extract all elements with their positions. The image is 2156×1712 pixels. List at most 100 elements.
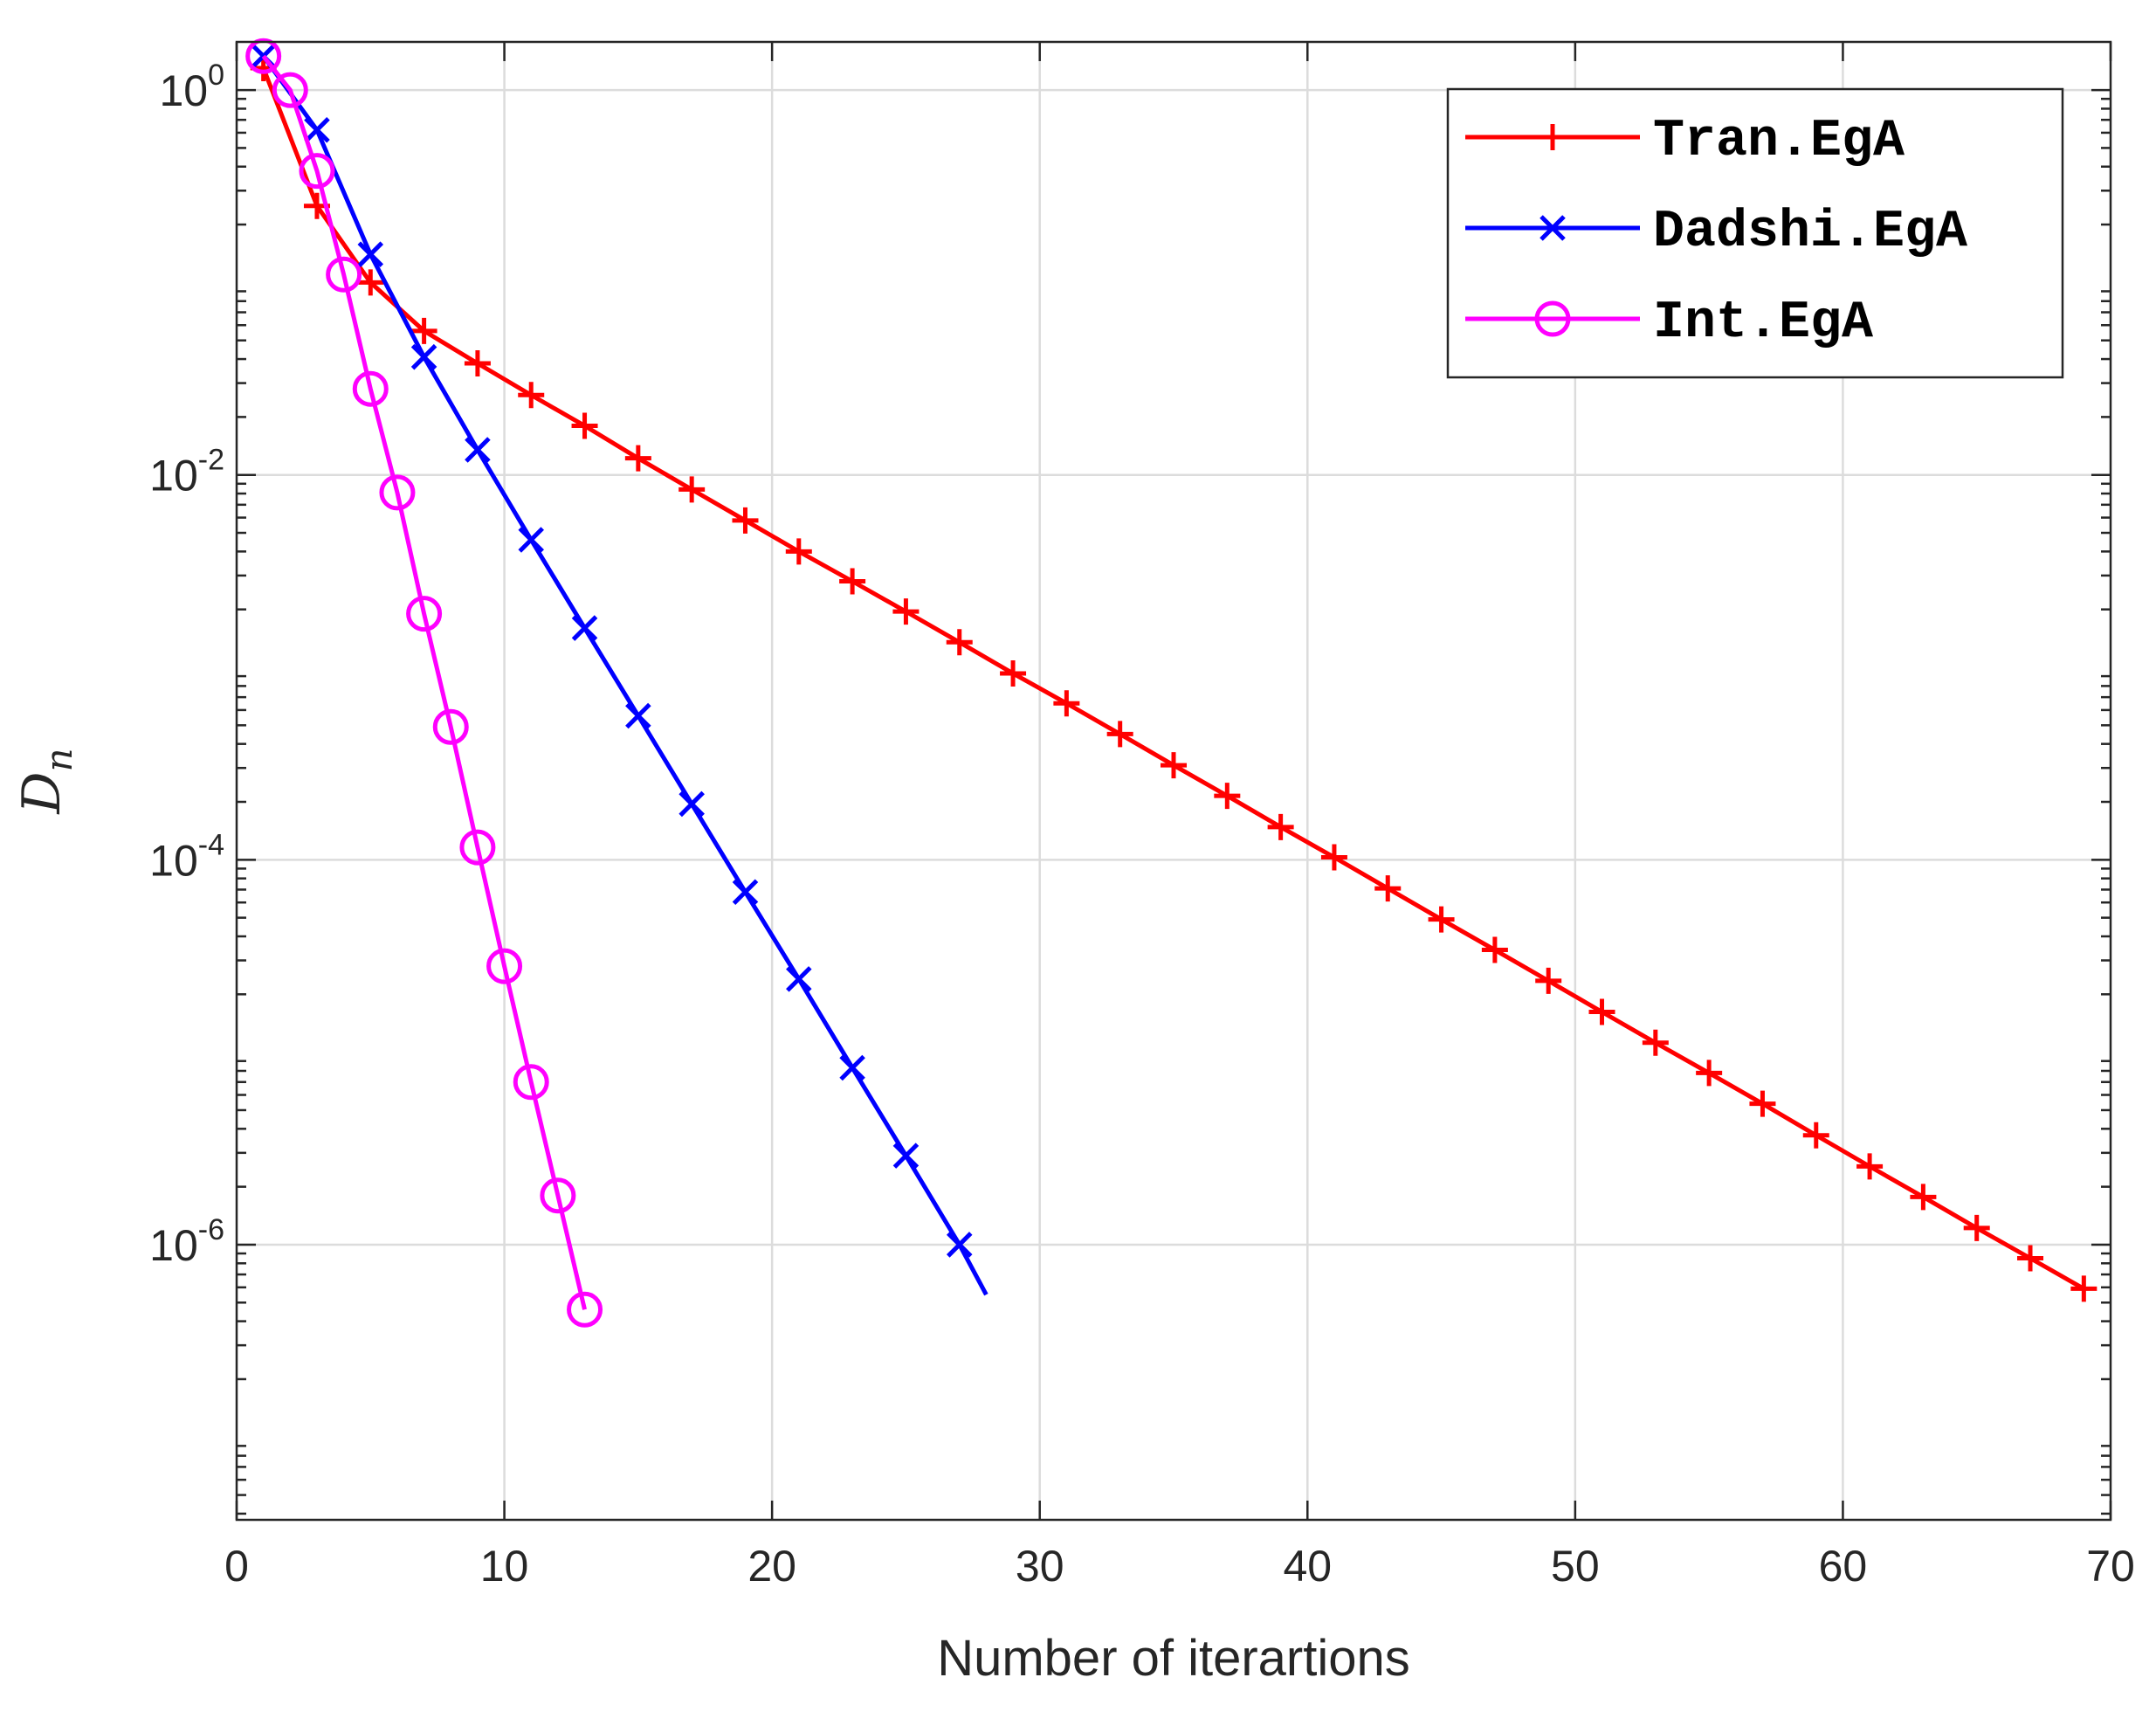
data-point	[839, 568, 866, 595]
data-point	[732, 507, 759, 534]
data-point	[2017, 1245, 2044, 1272]
data-point	[465, 437, 491, 463]
data-point	[513, 1064, 549, 1101]
data-point	[785, 538, 812, 565]
data-point	[1106, 721, 1133, 748]
legend-items: Tran.EgA Dadshi.EgA Int.EgA	[1465, 112, 1967, 353]
legend-item: Dadshi.EgA	[1465, 203, 1967, 262]
legend-item: Int.EgA	[1465, 293, 1873, 353]
legend: Tran.EgA Dadshi.EgA Int.EgA	[1446, 87, 2064, 379]
series-int-ega	[245, 38, 603, 1328]
data-point	[540, 1177, 576, 1214]
data-point	[1802, 1122, 1829, 1149]
series-layer	[245, 38, 2097, 1328]
data-point	[571, 615, 598, 641]
x-axis-ticks: 0 10 20 30 40 50 60 70	[224, 42, 2135, 1591]
y-tick-label: 10-2	[149, 444, 224, 500]
y-tick-label-exponent: 0	[208, 59, 224, 92]
data-point	[678, 476, 706, 503]
data-point	[1856, 1153, 1884, 1180]
legend-marker	[1540, 124, 1566, 150]
y-axis-title-subscript: n	[38, 748, 80, 771]
data-point	[357, 269, 384, 296]
data-point	[272, 72, 308, 108]
data-point	[1642, 1029, 1669, 1056]
data-point	[245, 38, 282, 74]
data-point	[1535, 967, 1562, 994]
x-tick-label: 60	[1819, 1542, 1868, 1591]
data-point	[410, 343, 437, 370]
y-tick-label-base: 10	[149, 452, 198, 500]
axes-frame	[235, 40, 2112, 1522]
data-point	[1161, 752, 1187, 779]
data-point	[459, 829, 496, 866]
x-axis-title: Number of iterartions	[937, 1630, 1410, 1687]
data-point	[1428, 906, 1455, 933]
data-point	[946, 629, 973, 656]
data-point	[732, 879, 759, 905]
x-tick-label: 50	[1551, 1542, 1600, 1591]
minor-ticks	[237, 97, 2111, 1515]
data-point	[624, 445, 651, 472]
y-tick-label-base: 10	[149, 1221, 198, 1270]
data-point	[406, 596, 443, 632]
data-point	[625, 702, 651, 729]
y-tick-label-exponent: -4	[198, 828, 224, 861]
y-tick-label: 100	[159, 59, 224, 115]
y-tick-label: 10-6	[149, 1213, 224, 1270]
data-point	[299, 153, 335, 190]
data-point	[1588, 998, 1615, 1025]
data-point	[571, 412, 598, 439]
data-point	[892, 1142, 920, 1169]
legend-item: Tran.EgA	[1465, 112, 1905, 171]
data-point	[410, 317, 437, 344]
data-point	[518, 527, 544, 553]
data-point	[2070, 1275, 2097, 1302]
data-point	[1696, 1060, 1723, 1087]
data-point	[892, 598, 920, 625]
y-tick-label-base: 10	[149, 836, 198, 885]
legend-label: Dadshi.EgA	[1653, 203, 1967, 262]
y-tick-label: 10-4	[149, 828, 224, 885]
legend-label: Tran.EgA	[1653, 112, 1905, 171]
data-point	[567, 1291, 603, 1328]
x-tick-label: 0	[224, 1542, 249, 1591]
data-point	[304, 117, 330, 143]
legend-marker	[1534, 300, 1571, 337]
x-tick-label: 10	[480, 1542, 529, 1591]
data-point	[352, 370, 389, 407]
x-tick-label: 30	[1016, 1542, 1064, 1591]
y-tick-label-exponent: -2	[198, 444, 224, 477]
data-point	[379, 474, 416, 511]
data-point	[326, 256, 362, 293]
data-point	[1910, 1184, 1937, 1211]
data-point	[1214, 783, 1241, 810]
data-point	[1963, 1214, 1990, 1241]
y-axis-title: Dn	[11, 748, 80, 814]
data-point	[946, 1232, 973, 1258]
x-tick-label: 20	[747, 1542, 796, 1591]
data-point	[1267, 813, 1294, 840]
legend-label: Int.EgA	[1653, 293, 1873, 353]
data-point	[839, 1054, 865, 1081]
data-point	[357, 241, 384, 267]
series-line	[261, 54, 587, 1310]
series-dadshi-ega	[250, 43, 988, 1296]
data-point	[1749, 1090, 1776, 1117]
x-tick-label: 70	[2086, 1542, 2135, 1591]
data-point	[1053, 690, 1080, 717]
data-point	[1374, 875, 1402, 902]
data-point	[486, 948, 523, 984]
x-tick-label: 40	[1283, 1542, 1332, 1591]
data-point	[464, 349, 491, 376]
data-point	[1481, 936, 1508, 963]
data-point	[1000, 659, 1027, 687]
y-axis-title-main: D	[11, 771, 72, 814]
data-point	[786, 966, 812, 992]
data-point	[1320, 844, 1347, 871]
legend-marker	[1540, 215, 1566, 241]
y-tick-label-exponent: -6	[198, 1213, 224, 1246]
y-tick-label-base: 10	[159, 66, 208, 115]
